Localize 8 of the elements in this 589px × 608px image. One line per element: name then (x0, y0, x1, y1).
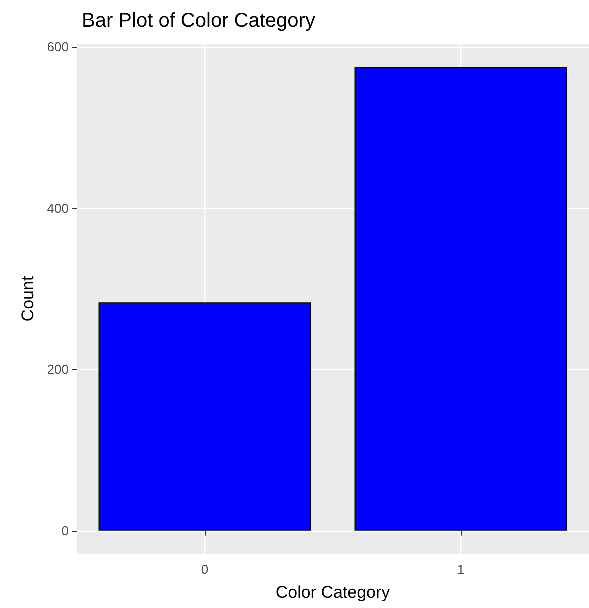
x-tick-label: 1 (457, 562, 465, 577)
x-axis-title: Color Category (276, 583, 391, 602)
y-tick-label: 400 (47, 200, 69, 216)
y-axis-title: Count (18, 276, 38, 322)
y-tick-label: 600 (47, 40, 69, 55)
y-tick-label: 0 (62, 523, 69, 538)
y-tick-label: 200 (47, 362, 69, 378)
chart-title: Bar Plot of Color Category (82, 10, 316, 32)
